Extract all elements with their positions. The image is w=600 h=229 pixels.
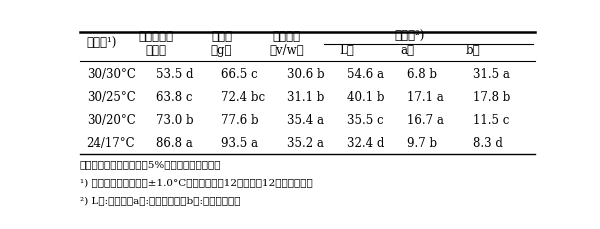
Text: （v/w）: （v/w）	[269, 44, 304, 57]
Text: 17.1 a: 17.1 a	[407, 91, 444, 104]
Text: （日）: （日）	[146, 44, 167, 57]
Text: 93.5 a: 93.5 a	[221, 136, 259, 149]
Text: 11.5 c: 11.5 c	[473, 114, 509, 126]
Text: 35.4 a: 35.4 a	[287, 114, 323, 126]
Text: a値: a値	[400, 44, 415, 57]
Text: 40.1 b: 40.1 b	[347, 91, 385, 104]
Text: 17.8 b: 17.8 b	[473, 91, 510, 104]
Text: 35.2 a: 35.2 a	[287, 136, 323, 149]
Text: 要成熟日数: 要成熟日数	[139, 30, 174, 43]
Text: 果実重: 果実重	[211, 30, 232, 43]
Text: 果皮色²): 果皮色²)	[395, 30, 425, 43]
Text: 53.5 d: 53.5 d	[157, 68, 194, 81]
Text: 31.1 b: 31.1 b	[287, 91, 324, 104]
Text: 異なるアルファベットは5%水準で有意差あり。: 異なるアルファベットは5%水準で有意差あり。	[80, 160, 221, 169]
Text: 9.7 b: 9.7 b	[407, 136, 437, 149]
Text: 16.7 a: 16.7 a	[407, 114, 445, 126]
Text: L値: L値	[340, 44, 355, 57]
Text: 30/25°C: 30/25°C	[86, 91, 136, 104]
Text: （g）: （g）	[211, 44, 232, 57]
Text: 8.3 d: 8.3 d	[473, 136, 502, 149]
Text: 30.6 b: 30.6 b	[287, 68, 324, 81]
Text: ²) L値:明るさ、a値:赤色の強さ、b値:黄色の強さ。: ²) L値:明るさ、a値:赤色の強さ、b値:黄色の強さ。	[80, 195, 240, 204]
Text: 6.8 b: 6.8 b	[407, 68, 437, 81]
Text: 66.5 c: 66.5 c	[221, 68, 258, 81]
Text: 処理区¹): 処理区¹)	[86, 37, 117, 50]
Text: 35.5 c: 35.5 c	[347, 114, 383, 126]
Text: 63.8 c: 63.8 c	[157, 91, 193, 104]
Text: b値: b値	[465, 44, 480, 57]
Text: 73.0 b: 73.0 b	[157, 114, 194, 126]
Text: 30/30°C: 30/30°C	[86, 68, 136, 81]
Text: 86.8 a: 86.8 a	[157, 136, 193, 149]
Text: 32.4 d: 32.4 d	[347, 136, 385, 149]
Text: 77.6 b: 77.6 b	[221, 114, 259, 126]
Text: ¹) 昼温／夜温。精度は±1.0°C。時間は、昼12時間／夜12時間とした。: ¹) 昼温／夜温。精度は±1.0°C。時間は、昼12時間／夜12時間とした。	[80, 177, 313, 186]
Text: 24/17°C: 24/17°C	[86, 136, 135, 149]
Text: 72.4 bc: 72.4 bc	[221, 91, 266, 104]
Text: 54.6 a: 54.6 a	[347, 68, 384, 81]
Text: 31.5 a: 31.5 a	[473, 68, 509, 81]
Text: 30/20°C: 30/20°C	[86, 114, 136, 126]
Text: 果汁割合: 果汁割合	[272, 30, 301, 43]
